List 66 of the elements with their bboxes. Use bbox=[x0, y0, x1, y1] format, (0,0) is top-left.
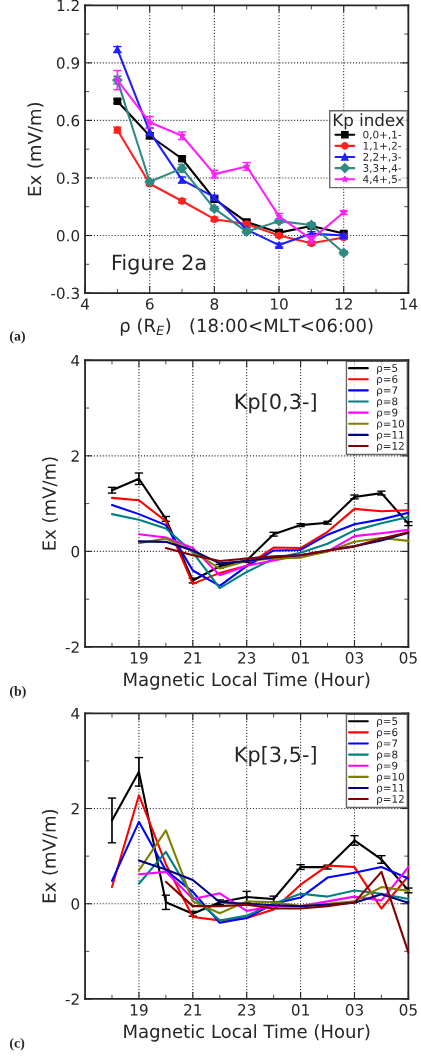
x-axis-title: Magnetic Local Time (Hour) bbox=[124, 672, 370, 690]
legend-title: Kp index bbox=[333, 113, 405, 130]
x-tick-label: 14 bbox=[400, 298, 418, 310]
legend-label: 1,1+,2- bbox=[363, 141, 402, 151]
y-tick-label: 4 bbox=[71, 707, 80, 720]
y-tick-label: -2 bbox=[65, 641, 79, 653]
annotation: Figure 2a bbox=[112, 254, 206, 275]
legend-label: ρ=12 bbox=[377, 441, 404, 452]
legend-label: ρ=11 bbox=[377, 784, 404, 794]
x-tick-label: 01 bbox=[291, 1004, 309, 1016]
legend-label: ρ=5 bbox=[377, 717, 398, 728]
y-tick-label: 0.0 bbox=[56, 229, 80, 242]
y-axis-title: Ex (mV/m) bbox=[27, 102, 44, 196]
x-axis-title: ρ (R$_{E}$) (18:00<MLT<06:00) bbox=[120, 318, 373, 336]
text: (b) bbox=[9, 686, 26, 699]
legend-label: ρ=8 bbox=[377, 397, 398, 408]
x-tick-label: 21 bbox=[184, 652, 202, 664]
y-tick-label: 0 bbox=[71, 545, 80, 558]
x-tick-label: 4 bbox=[80, 298, 90, 310]
legend-label: ρ=10 bbox=[377, 772, 405, 783]
y-tick-label: 0.9 bbox=[56, 57, 80, 69]
legend-label: ρ=10 bbox=[377, 419, 405, 430]
legend-label: 2,2+,3- bbox=[363, 152, 402, 162]
x-tick-label: 8 bbox=[210, 298, 219, 310]
legend-label: ρ=12 bbox=[377, 794, 404, 805]
legend-label: ρ=7 bbox=[377, 386, 398, 397]
legend-label: ρ=7 bbox=[377, 739, 398, 750]
x-axis-title: Magnetic Local Time (Hour) bbox=[124, 1024, 370, 1042]
y-tick-label: -0.3 bbox=[51, 287, 79, 300]
legend-label: ρ=6 bbox=[377, 728, 398, 739]
text: (a) bbox=[9, 330, 25, 344]
y-tick-label: 2 bbox=[71, 802, 79, 815]
x-tick-label: 03 bbox=[345, 1004, 363, 1016]
x-tick-label: 10 bbox=[271, 298, 288, 310]
x-tick-label: 03 bbox=[345, 652, 363, 664]
y-tick-label: -2 bbox=[65, 993, 79, 1005]
legend-label: 4,4+,5- bbox=[363, 175, 402, 185]
x-tick-label: 23 bbox=[238, 652, 256, 664]
y-tick-label: 2 bbox=[71, 450, 79, 462]
y-tick-label: 0.6 bbox=[56, 114, 80, 127]
legend-label: 3,3+,4- bbox=[363, 164, 402, 173]
y-axis-title: Ex (mV/m) bbox=[41, 457, 59, 550]
legend-label: 0,0+,1- bbox=[363, 130, 402, 140]
x-tick-label: 19 bbox=[130, 1004, 148, 1016]
y-axis-title: Ex (mV/m) bbox=[41, 809, 59, 903]
x-tick-label: 23 bbox=[238, 1004, 256, 1016]
y-tick-label: 0.3 bbox=[56, 172, 79, 184]
y-tick-label: 4 bbox=[71, 354, 80, 367]
x-tick-label: 6 bbox=[145, 298, 154, 310]
x-tick-label: 12 bbox=[335, 298, 352, 310]
x-tick-label: 05 bbox=[399, 652, 417, 664]
x-tick-label: 05 bbox=[399, 1004, 417, 1016]
x-tick-label: 01 bbox=[291, 652, 309, 664]
text: (c) bbox=[9, 1037, 25, 1051]
legend-label: ρ=8 bbox=[377, 750, 398, 761]
y-tick-label: 1.2 bbox=[57, 0, 79, 12]
annotation: Kp[3,5-] bbox=[235, 746, 316, 767]
y-tick-label: 0 bbox=[71, 898, 80, 910]
annotation: Kp[0,3-] bbox=[235, 393, 316, 414]
legend-label: ρ=9 bbox=[377, 408, 398, 419]
x-tick-label: 19 bbox=[130, 652, 148, 664]
legend-label: ρ=5 bbox=[377, 364, 398, 374]
x-tick-label: 21 bbox=[184, 1004, 202, 1016]
legend-label: ρ=9 bbox=[377, 761, 398, 772]
legend-label: ρ=6 bbox=[377, 375, 398, 386]
legend-label: ρ=11 bbox=[377, 430, 404, 441]
